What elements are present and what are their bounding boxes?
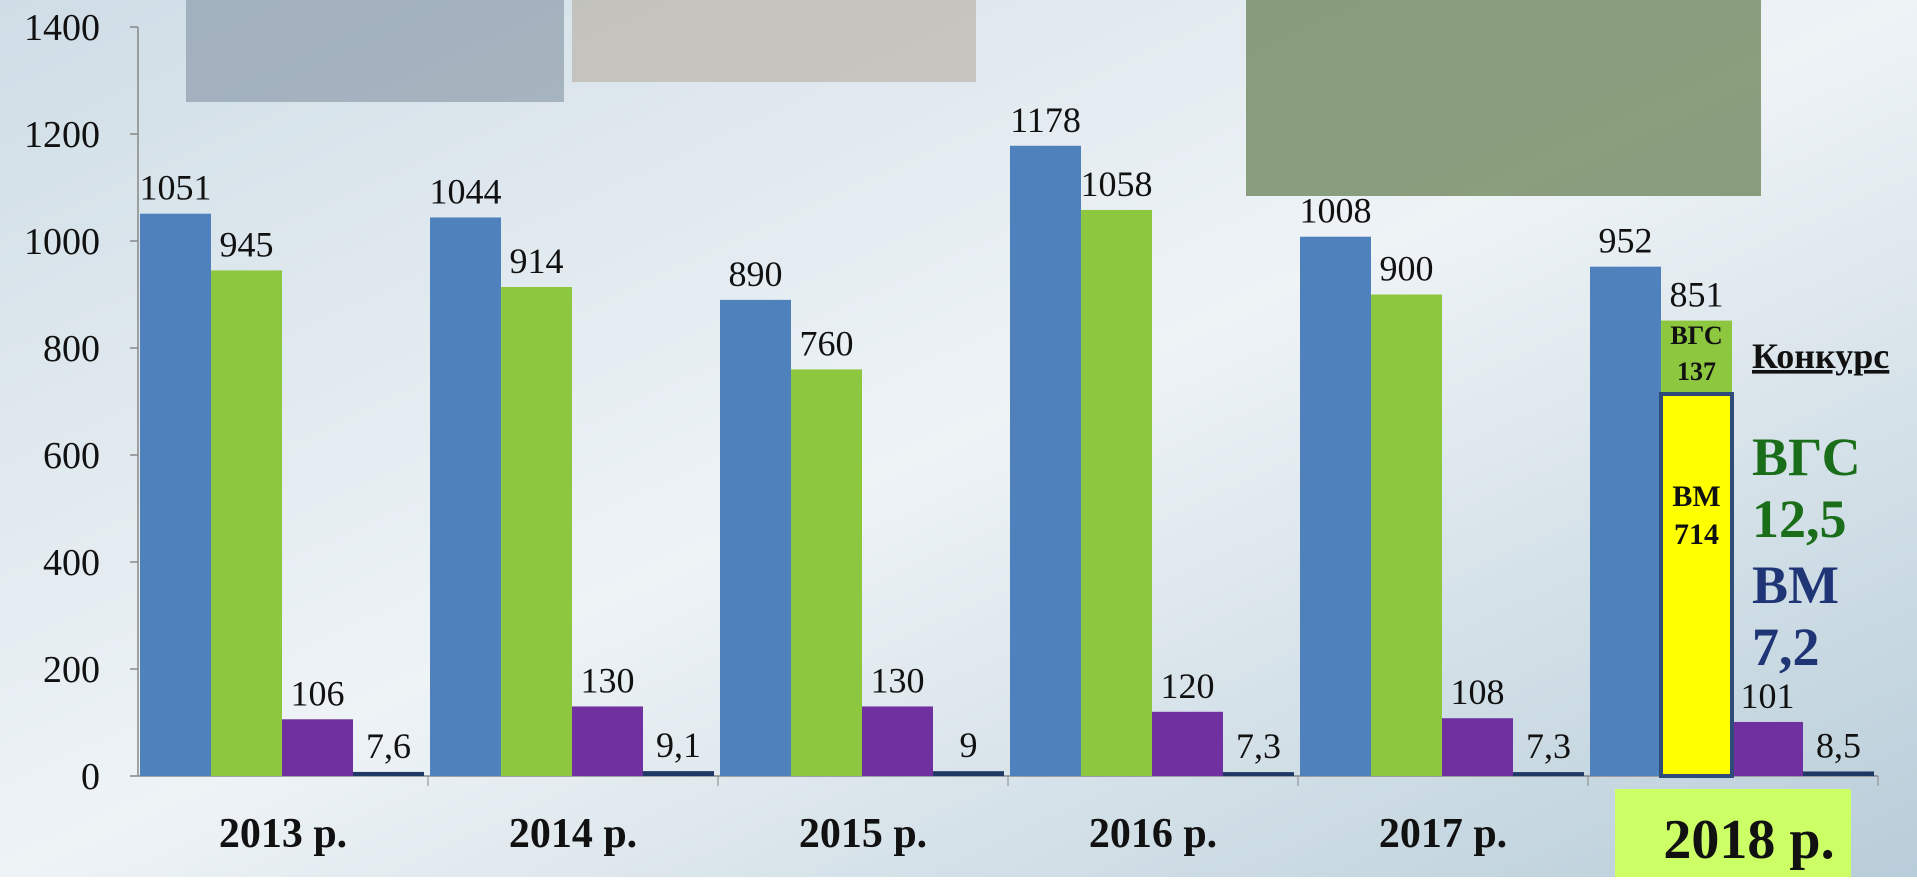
- y-tick-label: 200: [43, 649, 100, 691]
- x-tick-label: 2016 р.: [1089, 811, 1217, 857]
- value-label: 9: [960, 725, 978, 765]
- bar: [791, 369, 862, 776]
- bar: [1223, 772, 1294, 776]
- y-tick-label: 1200: [24, 114, 100, 156]
- bar: [501, 287, 572, 776]
- value-label: 760: [800, 323, 854, 363]
- split-value: 714: [1674, 518, 1719, 551]
- bar: [282, 719, 353, 776]
- value-label: 120: [1161, 666, 1215, 706]
- contest-title: Конкурс: [1752, 336, 1889, 376]
- value-label: 851: [1670, 275, 1724, 315]
- bar: [1152, 712, 1223, 776]
- photo: [186, 0, 564, 102]
- x-tick-label: 2014 р.: [509, 811, 637, 857]
- value-label: 945: [220, 224, 274, 264]
- value-label: 1058: [1081, 164, 1153, 204]
- y-tick-label: 400: [43, 542, 100, 584]
- bar: [1732, 722, 1803, 776]
- x-tick-label: 2013 р.: [219, 811, 347, 857]
- y-tick-label: 1400: [24, 7, 100, 49]
- bar: [1010, 146, 1081, 776]
- split-label: ВМ: [1672, 480, 1720, 513]
- value-label: 1178: [1010, 100, 1081, 140]
- split-segment: [1661, 394, 1732, 776]
- value-label: 914: [510, 241, 564, 281]
- value-label: 9,1: [656, 725, 701, 765]
- y-tick-label: 0: [81, 756, 100, 798]
- value-label: 106: [291, 673, 345, 713]
- value-label: 130: [871, 660, 925, 700]
- bar: [1803, 771, 1874, 776]
- value-label: 1044: [430, 171, 502, 211]
- x-tick-label: 2017 р.: [1379, 811, 1507, 857]
- bar: [1513, 772, 1584, 776]
- value-label: 130: [581, 660, 635, 700]
- split-value: 137: [1677, 357, 1716, 386]
- value-label: 7,6: [366, 726, 411, 766]
- value-label: 1008: [1300, 191, 1372, 231]
- bar: [572, 706, 643, 776]
- bar: [1371, 295, 1442, 777]
- chart: 0 200 400 600 800 1000 1200 1400 2013 р. 2014 р. 2…: [0, 0, 1917, 877]
- value-label: 101: [1741, 676, 1795, 716]
- bar: [430, 217, 501, 776]
- contest-value: 12,5: [1752, 489, 1847, 549]
- bar: [211, 270, 282, 776]
- value-label: 108: [1451, 672, 1505, 712]
- contest-name: ВМ: [1752, 555, 1839, 615]
- bar: [353, 772, 424, 776]
- bar: [1300, 237, 1371, 776]
- photo: [572, 0, 976, 82]
- bar: [1081, 210, 1152, 776]
- value-label: 890: [729, 254, 783, 294]
- x-tick-label: 2018 р.: [1663, 809, 1834, 871]
- bar: [1442, 718, 1513, 776]
- y-tick-label: 1000: [24, 221, 100, 263]
- bar: [140, 214, 211, 776]
- photo: [1246, 0, 1761, 196]
- contest-value: 7,2: [1752, 617, 1820, 677]
- value-label: 900: [1380, 249, 1434, 289]
- bar: [720, 300, 791, 776]
- y-tick-label: 600: [43, 435, 100, 477]
- value-label: 7,3: [1236, 726, 1281, 766]
- bar: [1590, 267, 1661, 776]
- bar: [643, 771, 714, 776]
- bar: [933, 771, 1004, 776]
- value-label: 1051: [140, 168, 212, 208]
- value-label: 7,3: [1526, 726, 1571, 766]
- y-tick-label: 800: [43, 328, 100, 370]
- value-label: 952: [1599, 221, 1653, 261]
- split-label: ВГС: [1670, 321, 1722, 350]
- bar: [862, 706, 933, 776]
- contest-name: ВГС: [1752, 427, 1861, 487]
- value-label: 8,5: [1816, 725, 1861, 765]
- x-tick-label: 2015 р.: [799, 811, 927, 857]
